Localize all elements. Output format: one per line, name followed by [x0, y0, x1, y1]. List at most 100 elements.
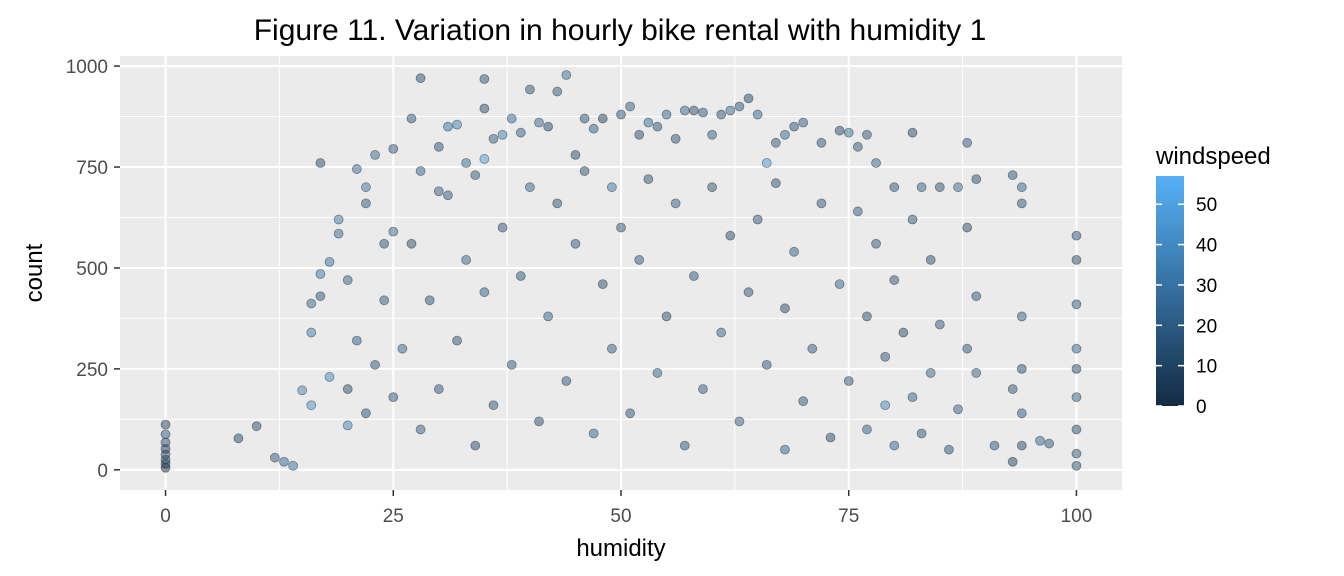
data-point: [953, 404, 963, 415]
y-tick-label: 250: [76, 360, 108, 381]
data-point: [525, 84, 535, 95]
data-point: [761, 158, 772, 168]
data-point: [652, 121, 663, 132]
data-point: [843, 376, 854, 386]
data-point: [597, 113, 608, 124]
data-point: [406, 238, 417, 249]
data-point: [643, 117, 654, 128]
data-point: [734, 101, 745, 112]
data-point: [707, 182, 717, 193]
data-point: [698, 384, 708, 394]
data-point: [297, 385, 308, 396]
chart-title: Figure 11. Variation in hourly bike rent…: [254, 14, 987, 47]
data-point: [606, 343, 617, 354]
data-point: [433, 186, 444, 197]
legend-title: windspeed: [1155, 143, 1271, 170]
x-tick-label: 0: [160, 506, 171, 527]
data-point: [306, 400, 317, 411]
y-axis: 0 250 500 750 1000: [66, 57, 120, 482]
data-point: [889, 182, 900, 193]
data-point: [606, 182, 617, 193]
data-point: [534, 117, 544, 128]
data-point: [816, 198, 827, 209]
data-point: [962, 222, 973, 233]
data-point: [843, 127, 854, 138]
data-point: [752, 214, 763, 225]
data-point: [561, 70, 572, 80]
data-point: [761, 359, 772, 370]
data-point: [461, 254, 472, 265]
data-point: [616, 222, 626, 233]
data-point: [525, 182, 535, 193]
data-point: [279, 456, 289, 467]
data-point: [361, 408, 371, 419]
legend-tick-label: 40: [1196, 236, 1217, 257]
data-point: [1071, 230, 1082, 241]
data-point: [488, 133, 499, 144]
data-point: [515, 127, 526, 138]
data-point: [506, 113, 517, 124]
data-point: [953, 182, 963, 193]
data-point: [306, 298, 317, 309]
data-point: [543, 121, 554, 132]
data-point: [361, 182, 371, 193]
data-point: [971, 291, 982, 302]
legend: windspeed 0 10 20 30 40 50: [1155, 143, 1271, 418]
data-point: [497, 222, 508, 233]
data-point: [1071, 424, 1082, 435]
data-point: [743, 287, 754, 298]
data-point: [160, 419, 171, 430]
data-point: [688, 271, 699, 281]
data-point: [570, 238, 581, 249]
x-axis-title: humidity: [576, 535, 665, 562]
data-point: [470, 440, 481, 451]
data-point: [534, 416, 544, 427]
y-tick-label: 750: [76, 158, 108, 179]
y-tick-label: 500: [76, 259, 108, 280]
data-point: [1071, 363, 1082, 374]
data-point: [789, 121, 799, 132]
data-point: [934, 182, 945, 193]
data-point: [443, 190, 453, 201]
data-point: [1035, 435, 1045, 446]
data-point: [1044, 438, 1055, 449]
data-point: [324, 256, 335, 267]
data-point: [479, 287, 490, 298]
y-axis-title: count: [21, 243, 48, 302]
data-point: [889, 275, 900, 285]
data-point: [406, 113, 417, 124]
x-tick-label: 100: [1061, 506, 1093, 527]
data-point: [306, 327, 317, 338]
data-point: [370, 150, 380, 160]
data-point: [807, 343, 818, 354]
data-point: [415, 424, 426, 435]
legend-tick-label: 20: [1196, 316, 1217, 337]
data-point: [643, 174, 654, 185]
data-point: [880, 351, 891, 362]
data-point: [725, 230, 736, 241]
data-point: [1007, 384, 1018, 394]
data-point: [716, 109, 727, 120]
x-tick-label: 50: [610, 506, 631, 527]
data-point: [916, 182, 927, 193]
data-point: [561, 376, 572, 386]
data-point: [862, 129, 872, 140]
data-point: [852, 141, 863, 152]
legend-tick-label: 50: [1196, 195, 1217, 216]
legend-tick-label: 30: [1196, 276, 1217, 297]
data-point: [397, 343, 408, 354]
data-point: [379, 238, 390, 249]
data-point: [862, 311, 872, 322]
data-point: [1016, 182, 1027, 193]
data-point: [743, 93, 754, 104]
data-point: [424, 295, 435, 306]
data-point: [160, 437, 171, 448]
data-point: [780, 129, 790, 140]
data-point: [351, 164, 362, 174]
data-point: [379, 295, 390, 306]
data-point: [388, 143, 399, 154]
data-point: [479, 103, 490, 114]
data-point: [1071, 299, 1082, 310]
data-point: [433, 141, 444, 152]
